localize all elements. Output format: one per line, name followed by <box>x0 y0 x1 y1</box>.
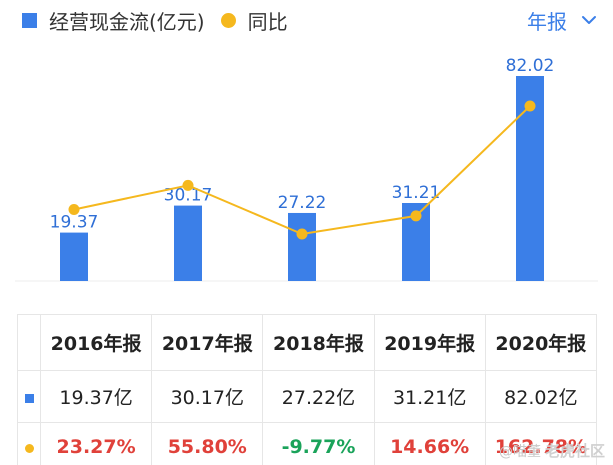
bar-2017年报 <box>174 205 202 281</box>
table-header-cell: 2016年报 <box>39 314 153 371</box>
cashflow-row-marker <box>17 370 41 423</box>
table-header-cell: 2018年报 <box>262 314 375 371</box>
yoy-point-2020年报 <box>524 100 536 112</box>
table-row-yoy: 23.27% 55.80% -9.77% 14.66% 162.78% <box>17 422 598 465</box>
table-header-row: 2016年报 2017年报 2018年报 2019年报 2020年报 <box>17 314 598 371</box>
data-table: 2016年报 2017年报 2018年报 2019年报 2020年报 19.37… <box>17 314 598 465</box>
chart-legend: 经营现金流(亿元) 同比 <box>22 6 288 34</box>
table-header-cell: 2020年报 <box>484 314 598 371</box>
bar-legend-label: 经营现金流(亿元) <box>49 9 205 34</box>
watermark-handle: @喵董 <box>498 443 541 460</box>
bar-value-label: 31.21 <box>392 183 441 203</box>
table-cell-pct: 55.80% <box>151 422 264 465</box>
table-cell-pct: 162.78% <box>484 422 598 465</box>
line-legend-marker <box>220 12 236 28</box>
period-selector-label: 年报 <box>527 9 567 34</box>
chevron-down-icon <box>582 16 596 24</box>
bar-value-label: 19.37 <box>50 213 99 233</box>
table-header-cell: 2017年报 <box>151 314 264 371</box>
yoy-point-2019年报 <box>410 210 422 222</box>
watermark: @喵董 老虎社区 <box>499 440 605 461</box>
yoy-point-2018年报 <box>296 228 308 240</box>
table-row-cashflow: 19.37亿 30.17亿 27.22亿 31.21亿 82.02亿 <box>17 370 598 423</box>
bar-value-label: 82.02 <box>506 56 555 76</box>
bar-series-marker <box>24 393 34 403</box>
yoy-point-2016年报 <box>68 203 80 215</box>
table-corner-cell <box>17 314 41 371</box>
yoy-point-2017年报 <box>182 179 194 191</box>
table-cell: 31.21亿 <box>373 370 486 423</box>
table-cell-pct: -9.77% <box>262 422 375 465</box>
table-cell: 82.02亿 <box>484 370 598 423</box>
line-legend-label: 同比 <box>247 9 288 34</box>
watermark-brand: 老虎社区 <box>544 442 605 460</box>
line-series-marker <box>24 443 34 453</box>
table-cell-pct: 14.66% <box>373 422 486 465</box>
table-header-cell: 2019年报 <box>373 314 486 371</box>
table-cell-pct: 23.27% <box>39 422 153 465</box>
period-selector[interactable]: 年报 <box>527 6 597 34</box>
table-cell: 27.22亿 <box>262 370 375 423</box>
table-cell: 19.37亿 <box>39 370 153 423</box>
bar-legend-marker <box>22 12 37 28</box>
bar-value-label: 27.22 <box>278 193 327 213</box>
bar-2018年报 <box>288 212 316 281</box>
table-cell: 30.17亿 <box>151 370 264 423</box>
yoy-row-marker <box>17 422 41 465</box>
bar-2016年报 <box>60 232 88 281</box>
